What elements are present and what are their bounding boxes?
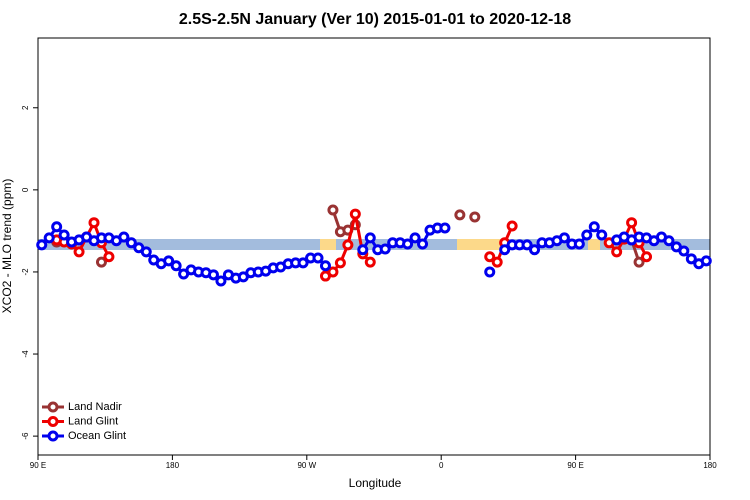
legend-label: Land Nadir <box>68 401 122 413</box>
data-point <box>140 246 152 258</box>
x-tick-label: 90 E <box>567 461 583 470</box>
data-point <box>215 275 227 287</box>
legend-marker <box>47 430 59 442</box>
data-point <box>297 257 309 269</box>
data-point <box>103 251 115 263</box>
x-tick-label: 180 <box>703 461 717 470</box>
y-tick-label: -4 <box>21 350 30 358</box>
data-point <box>118 231 130 243</box>
data-point <box>402 238 414 250</box>
reference-band-highlight <box>457 239 505 250</box>
data-point <box>319 260 331 272</box>
data-point <box>626 217 638 229</box>
y-tick-label: -6 <box>21 432 30 440</box>
data-point <box>312 252 324 264</box>
data-point <box>573 238 585 250</box>
data-point <box>678 245 690 257</box>
data-point <box>491 256 503 268</box>
data-point <box>327 266 339 278</box>
data-point <box>43 232 55 244</box>
y-tick-label: 2 <box>21 105 30 110</box>
data-point <box>663 235 675 247</box>
data-point <box>51 221 63 233</box>
data-point <box>125 237 137 249</box>
data-point <box>364 256 376 268</box>
data-point <box>596 229 608 241</box>
x-axis-label: Longitude <box>349 476 402 490</box>
data-point <box>484 266 496 278</box>
chart-title: 2.5S-2.5N January (Ver 10) 2015-01-01 to… <box>179 11 571 28</box>
data-point <box>588 221 600 233</box>
legend-marker <box>47 401 59 413</box>
data-point <box>88 217 100 229</box>
data-point <box>700 255 712 267</box>
data-point <box>484 251 496 263</box>
data-point <box>207 269 219 281</box>
data-point <box>417 238 429 250</box>
data-point <box>334 257 346 269</box>
data-point <box>439 222 451 234</box>
data-point <box>379 243 391 255</box>
data-point <box>170 260 182 272</box>
x-tick-label: 90 W <box>297 461 316 470</box>
x-tick-label: 90 E <box>30 461 46 470</box>
data-point <box>36 239 48 251</box>
data-point <box>611 246 623 258</box>
legend-label: Ocean Glint <box>68 430 126 442</box>
data-point <box>349 208 361 220</box>
data-point <box>364 232 376 244</box>
data-point <box>58 229 70 241</box>
data-point <box>357 244 369 256</box>
legend-label: Land Glint <box>68 415 118 427</box>
data-point <box>633 256 645 268</box>
data-point <box>469 211 481 223</box>
y-tick-label: -2 <box>21 268 30 276</box>
data-point <box>529 244 541 256</box>
data-point <box>95 256 107 268</box>
x-tick-label: 180 <box>166 461 180 470</box>
data-point <box>327 204 339 216</box>
legend-marker <box>47 416 59 427</box>
data-point <box>521 239 533 251</box>
data-point <box>506 220 518 232</box>
x-tick-label: 0 <box>439 461 444 470</box>
y-tick-label: 0 <box>21 187 30 192</box>
y-axis-label: XCO2 - MLO trend (ppm) <box>0 179 14 314</box>
data-point <box>581 229 593 241</box>
data-point <box>73 246 85 258</box>
data-point <box>685 253 697 265</box>
data-point <box>641 251 653 263</box>
reference-band-highlight <box>320 239 336 250</box>
data-point <box>558 232 570 244</box>
data-point <box>342 239 354 251</box>
data-point <box>499 244 511 256</box>
data-point <box>454 209 466 221</box>
data-point <box>409 232 421 244</box>
data-point <box>163 255 175 267</box>
reference-band-highlight <box>588 239 600 250</box>
